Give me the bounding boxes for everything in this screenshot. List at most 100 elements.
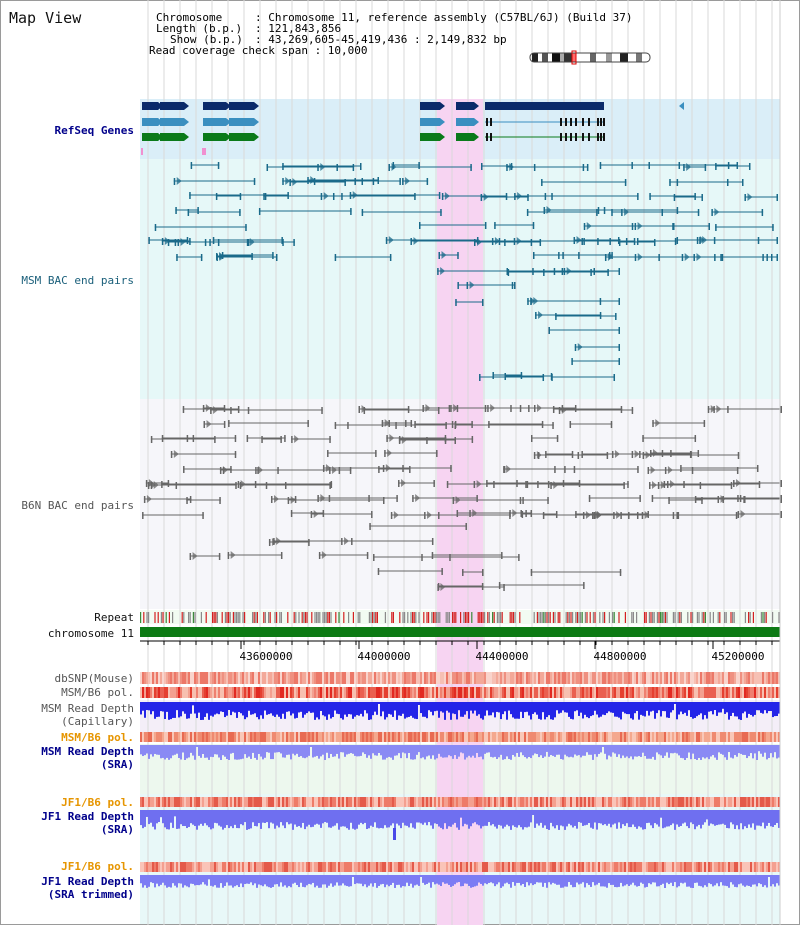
jf1-b6-pol2-bin [566,862,568,872]
ideogram-band [628,53,636,62]
repeat-element [709,612,711,623]
msm-depth-cap-bar [556,702,558,711]
jf1-depth-sra-bar [550,810,552,823]
jf1-depth-trim-bar [180,875,182,884]
track-label-msm-b6-pol-2[interactable]: MSM/B6 pol. [61,731,134,744]
msm-depth-cap-bar [554,702,556,718]
track-label-dbsnp[interactable]: dbSNP(Mouse) [54,672,134,685]
msm-b6-pol-bin [644,687,646,698]
jf1-b6-pol-bin [718,797,720,807]
refseq-gene [142,133,158,141]
msm-b6-pol2-bin [648,732,650,742]
msm-bac-end [216,253,218,260]
track-label-jf1-depth-sra-1[interactable]: JF1 Read Depth [41,810,134,823]
jf1-b6-pol-bin [676,797,678,807]
jf1-b6-pol-bin [162,797,164,807]
jf1-depth-trim-bar [196,875,198,886]
jf1-b6-pol2-bin [678,862,680,872]
jf1-b6-pol2-bin [478,862,480,872]
track-label-msm-depth-sra-1[interactable]: MSM Read Depth [41,745,134,758]
jf1-b6-pol2-bin [658,862,660,872]
jf1-depth-trim-bar [582,875,584,883]
jf1-b6-pol-bin [422,797,424,807]
jf1-depth-sra-bar [366,810,368,830]
track-label-msm-bac[interactable]: MSM BAC end pairs [21,274,134,287]
msm-b6-pol2-bin [198,732,200,742]
ideogram-band [596,53,606,62]
jf1-depth-trim-bar [750,875,752,887]
msm-depth-sra-bar [406,745,408,759]
jf1-b6-pol-bin [224,797,226,807]
msm-depth-sra-bar [160,745,162,759]
jf1-depth-trim-bar [492,875,494,884]
jf1-b6-pol2-bin [468,862,470,872]
b6n-bac-end [694,496,697,503]
b6n-bac-end [642,452,645,459]
jf1-depth-sra-bar [336,810,338,824]
msm-depth-sra-bar [578,745,580,756]
jf1-b6-pol-bin [358,797,360,807]
msm-depth-cap-bar [166,702,168,712]
jf1-depth-trim-bar [560,875,562,888]
jf1-depth-sra-bar [372,810,374,827]
jf1-depth-trim-bar [594,875,596,886]
msm-b6-pol-bin [166,687,168,698]
track-label-refseq[interactable]: RefSeq Genes [54,124,134,137]
jf1-depth-trim-bar [496,875,498,885]
repeat-element [303,612,305,623]
jf1-b6-pol2-bin [768,862,770,872]
refseq-gene [160,133,184,141]
track-label-b6n-bac[interactable]: B6N BAC end pairs [21,499,134,512]
msm-b6-pol-bin [288,687,290,698]
jf1-b6-pol2-bin [508,862,510,872]
dbsnp-bin [438,672,440,684]
track-label-msm-depth-cap-1[interactable]: MSM Read Depth [41,702,134,715]
b6n-bac-end [386,435,388,442]
msm-depth-sra-bar [260,745,262,757]
repeat-element [664,612,666,623]
dbsnp-bin [228,672,230,684]
msm-b6-pol2-bin [750,732,752,742]
dbsnp-bin [462,672,464,684]
track-label-jf1-b6-pol[interactable]: JF1/B6 pol. [61,796,134,809]
track-label-jf1-b6-pol-2[interactable]: JF1/B6 pol. [61,860,134,873]
dbsnp-bin [550,672,552,684]
jf1-depth-trim-bar [518,875,520,883]
dbsnp-bin [448,672,450,684]
jf1-depth-sra-bar [386,810,388,828]
track-label-msm-b6-pol[interactable]: MSM/B6 pol. [61,686,134,699]
dbsnp-bin [774,672,776,684]
jf1-b6-pol2-bin [514,862,516,872]
track-label-jf1-depth-trim-1[interactable]: JF1 Read Depth [41,875,134,888]
msm-depth-cap-bar [718,702,720,713]
msm-depth-cap-bar [412,702,414,718]
jf1-depth-sra-bar [776,810,778,823]
jf1-depth-sra-bar [652,810,654,829]
jf1-b6-pol-bin [304,797,306,807]
dbsnp-bin [764,672,766,684]
msm-b6-pol2-bin [710,732,712,742]
jf1-b6-pol2-bin [546,862,548,872]
msm-depth-cap-bar [700,702,702,714]
msm-b6-pol-bin [222,687,224,698]
gene-strand-arrow [254,102,259,110]
jf1-depth-trim-bar [392,875,394,883]
msm-b6-pol2-bin [542,732,544,742]
msm-b6-pol-bin [338,687,340,698]
jf1-depth-trim-bar [454,875,456,885]
b6n-bac-end [592,512,594,519]
msm-b6-pol-bin [610,687,612,698]
jf1-b6-pol-bin [760,797,762,807]
b6n-bac-end [637,466,639,473]
msm-b6-pol2-bin [642,732,644,742]
msm-depth-cap-bar [292,702,294,714]
b6n-bac-end [780,495,782,502]
msm-b6-pol2-bin [588,732,590,742]
gene-strand-arrow [679,102,684,110]
repeat-element [325,612,327,623]
repeat-element [143,612,145,623]
repeat-element [311,612,313,623]
msm-b6-pol2-bin [184,732,186,742]
dbsnp-bin [268,672,270,684]
